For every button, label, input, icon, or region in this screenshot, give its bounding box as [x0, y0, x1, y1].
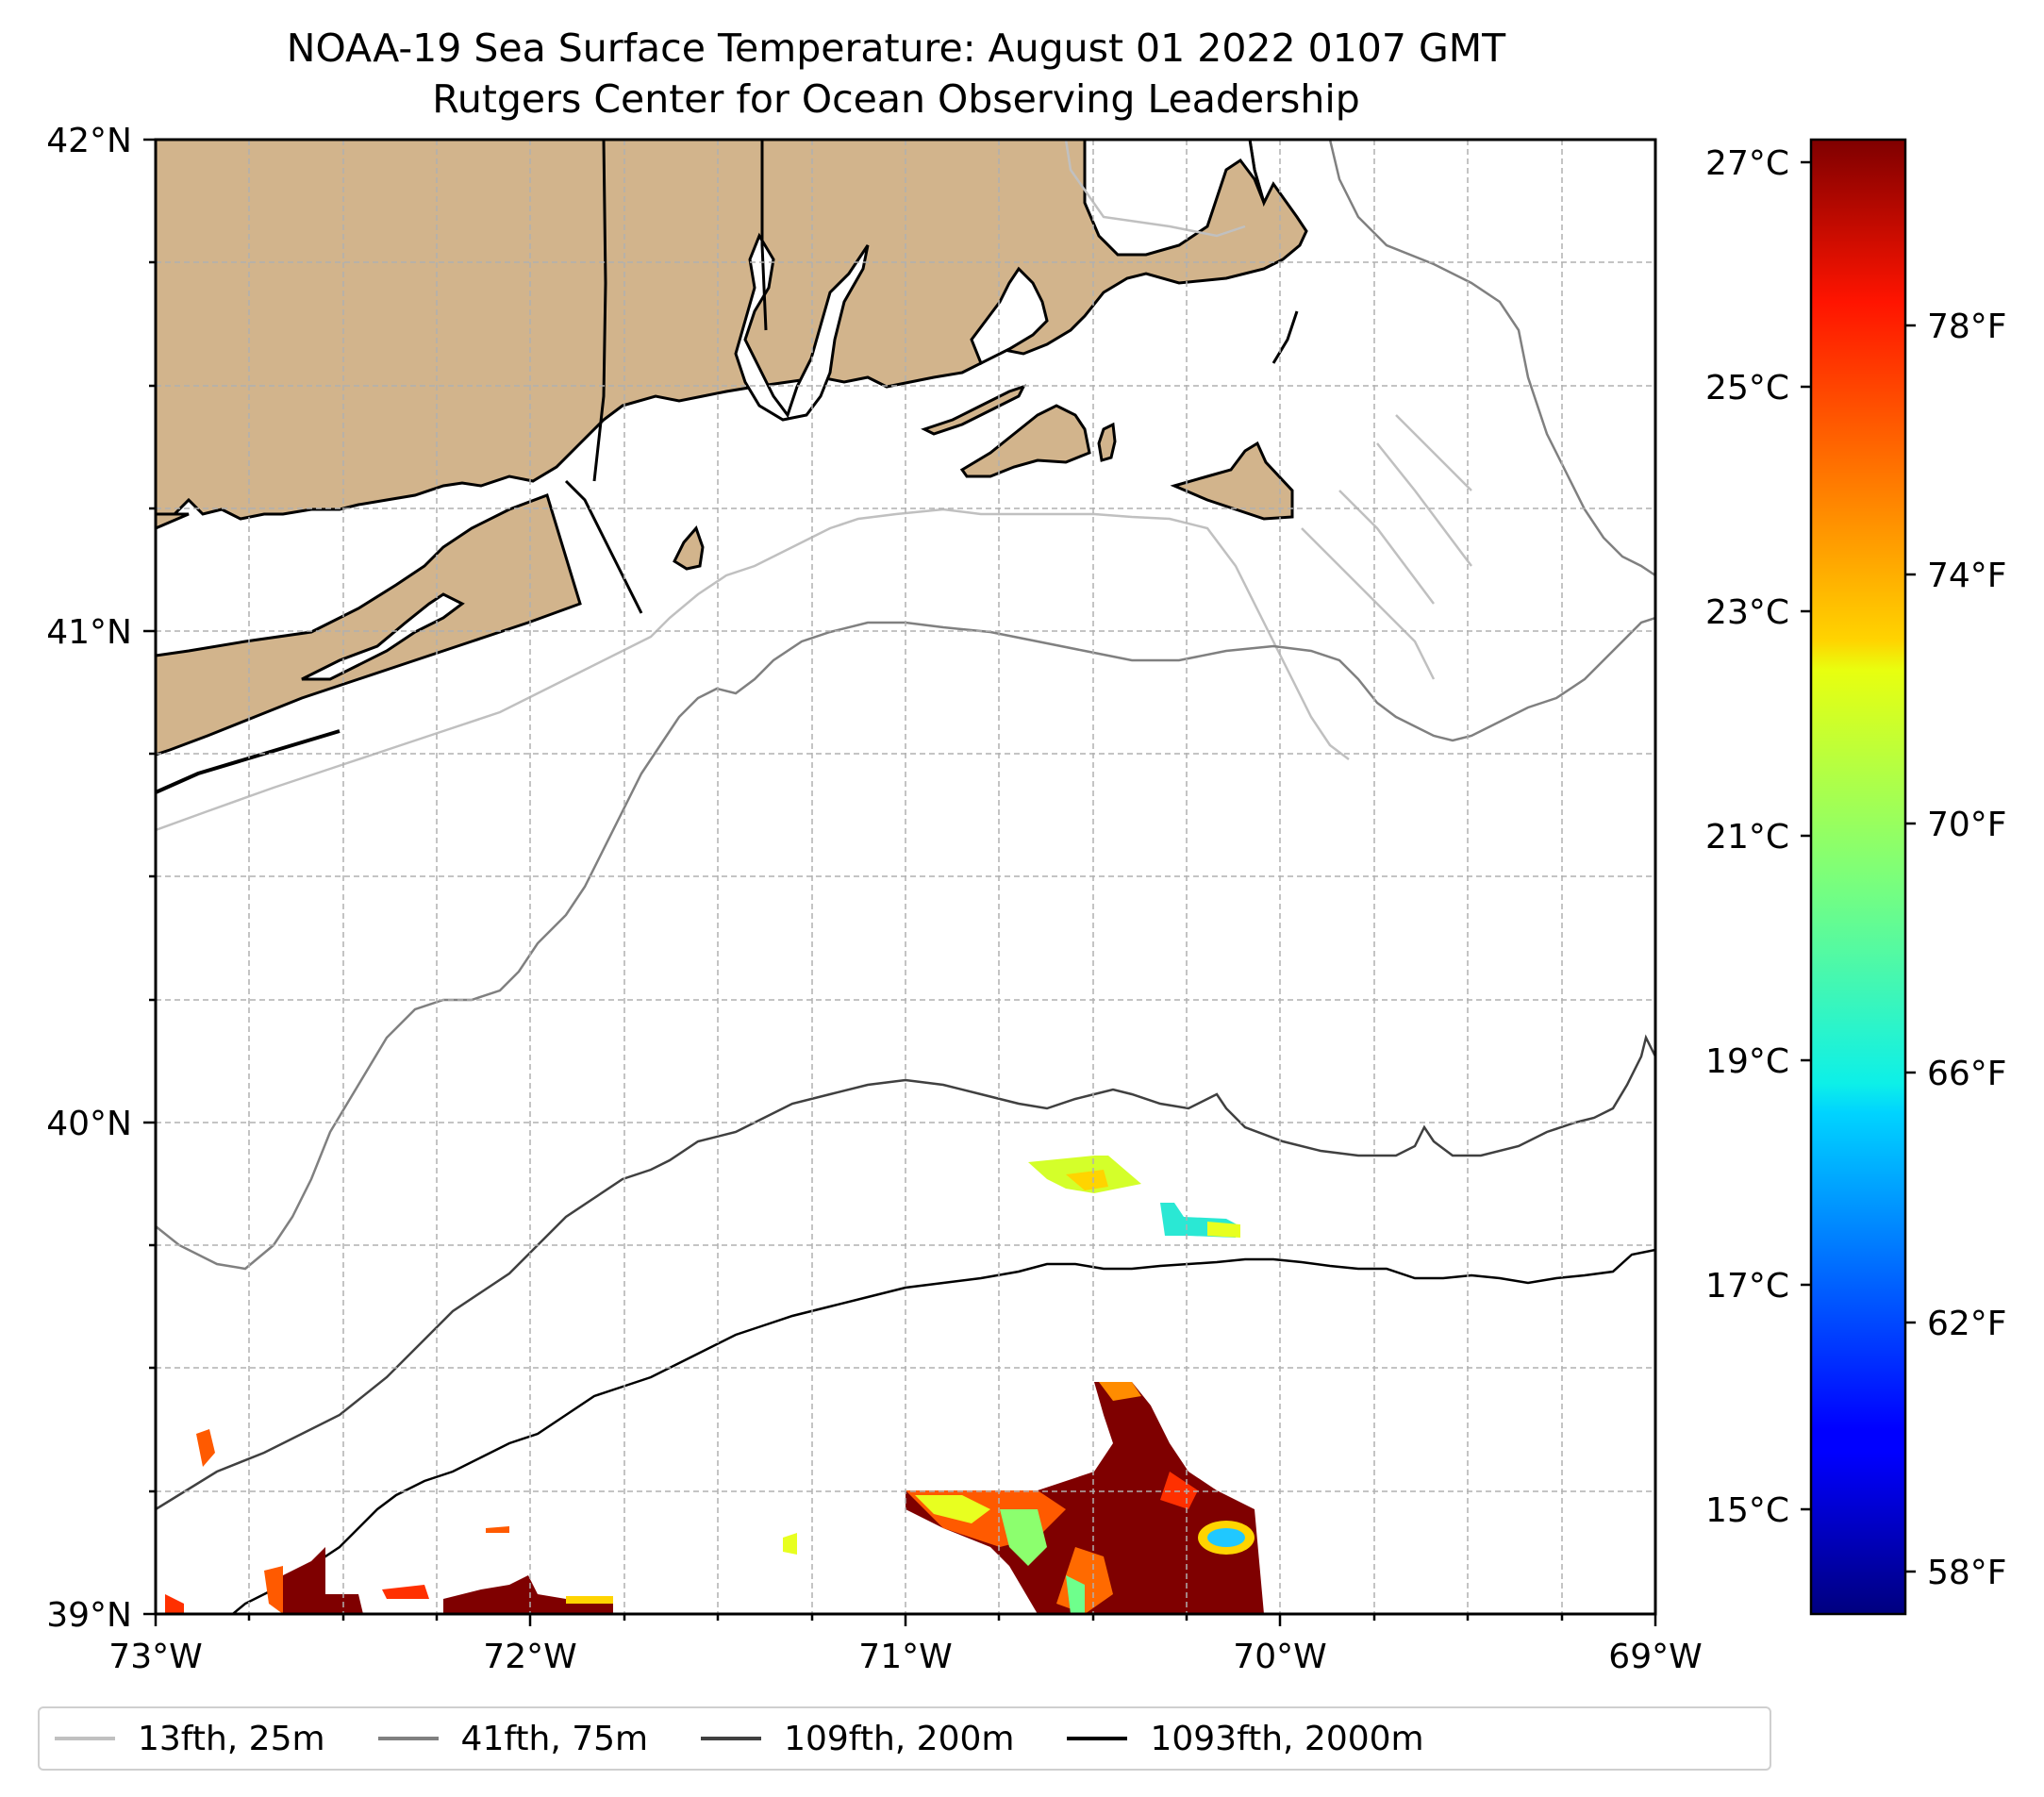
legend: 13fth, 25m 41fth, 75m 109fth, 200m 1093f…: [38, 1706, 1771, 1771]
lat-label-40: 40°N: [46, 1105, 132, 1143]
legend-swatch: [701, 1737, 762, 1740]
isobath-25m: [156, 507, 1350, 832]
legend-label: 1093fth, 2000m: [1150, 1719, 1424, 1758]
land-marthas-vineyard: [959, 404, 1091, 478]
long-island-south-strip: [156, 729, 341, 794]
legend-swatch: [1067, 1737, 1128, 1740]
legend-swatch: [377, 1737, 439, 1740]
manhattan-coast: [156, 512, 190, 530]
land-new-england: [156, 140, 1308, 530]
legend-label: 41fth, 75m: [460, 1719, 649, 1758]
isobath-200m: [156, 1034, 1655, 1511]
state-border-ny-ct: [592, 140, 607, 482]
legend-item-75m: 41fth, 75m: [377, 1719, 649, 1758]
cbar-f-78: 78°F: [1927, 308, 2007, 346]
lat-label-42: 42°N: [46, 122, 132, 160]
legend-item-200m: 109fth, 200m: [701, 1720, 1014, 1758]
land-block-island: [673, 525, 705, 571]
cbar-f-62: 62°F: [1927, 1305, 2007, 1343]
cbar-c-21: 21°C: [1705, 818, 1789, 857]
map-subtitle: Rutgers Center for Ocean Observing Leade…: [432, 76, 1360, 122]
colorbar-ticks-c: [1801, 160, 1811, 1511]
cbar-f-70: 70°F: [1927, 806, 2007, 844]
sst-patch-mid: [1028, 1156, 1240, 1238]
legend-label: 13fth, 25m: [138, 1719, 325, 1758]
isobath-2000m: [230, 1248, 1655, 1614]
land-chappaquiddick: [1097, 422, 1117, 462]
lat-ticks: [143, 138, 156, 1616]
lon-ticks: [154, 1614, 1657, 1626]
isobath-25m-shoals: [1064, 140, 1472, 680]
land-long-island: [156, 493, 582, 757]
cbar-f-74: 74°F: [1927, 557, 2007, 595]
lon-label-69: 69°W: [1608, 1638, 1702, 1676]
legend-item-25m: 13fth, 25m: [55, 1720, 325, 1758]
cbar-c-15: 15°C: [1705, 1491, 1789, 1530]
peconic-bay: [301, 592, 465, 681]
lon-label-73: 73°W: [108, 1638, 202, 1676]
legend-label: 109fth, 200m: [784, 1719, 1015, 1758]
cbar-c-27: 27°C: [1705, 144, 1789, 183]
cbar-f-58: 58°F: [1927, 1554, 2007, 1592]
lon-label-72: 72°W: [483, 1638, 576, 1676]
colorbar: [1809, 138, 1907, 1616]
state-border-ct-ri: [760, 140, 768, 331]
cbar-c-19: 19°C: [1705, 1042, 1789, 1081]
graticule: [156, 140, 1655, 1614]
lat-label-39: 39°N: [46, 1596, 132, 1635]
legend-swatch: [55, 1737, 115, 1740]
map-title: NOAA-19 Sea Surface Temperature: August …: [286, 25, 1506, 71]
cbar-c-23: 23°C: [1705, 593, 1789, 632]
cbar-f-66: 66°F: [1927, 1055, 2007, 1093]
isobath-75m-east: [1328, 140, 1655, 577]
lon-label-71: 71°W: [858, 1638, 952, 1676]
cbar-c-25: 25°C: [1705, 369, 1789, 408]
lat-label-41: 41°N: [46, 613, 132, 652]
legend-item-2000m: 1093fth, 2000m: [1067, 1719, 1424, 1758]
state-border-sound: [564, 479, 643, 614]
isobath-75m: [156, 616, 1655, 1271]
colorbar-ticks-f: [1905, 324, 1916, 1573]
narragansett-bay: [734, 232, 870, 422]
cape-cod-bay: [1083, 140, 1266, 257]
land-monomoy: [1271, 310, 1299, 364]
cbar-c-17: 17°C: [1705, 1267, 1789, 1306]
lon-label-70: 70°W: [1233, 1638, 1326, 1676]
sst-patch-south-center: [906, 1382, 1264, 1614]
buzzards-bay: [970, 266, 1049, 366]
